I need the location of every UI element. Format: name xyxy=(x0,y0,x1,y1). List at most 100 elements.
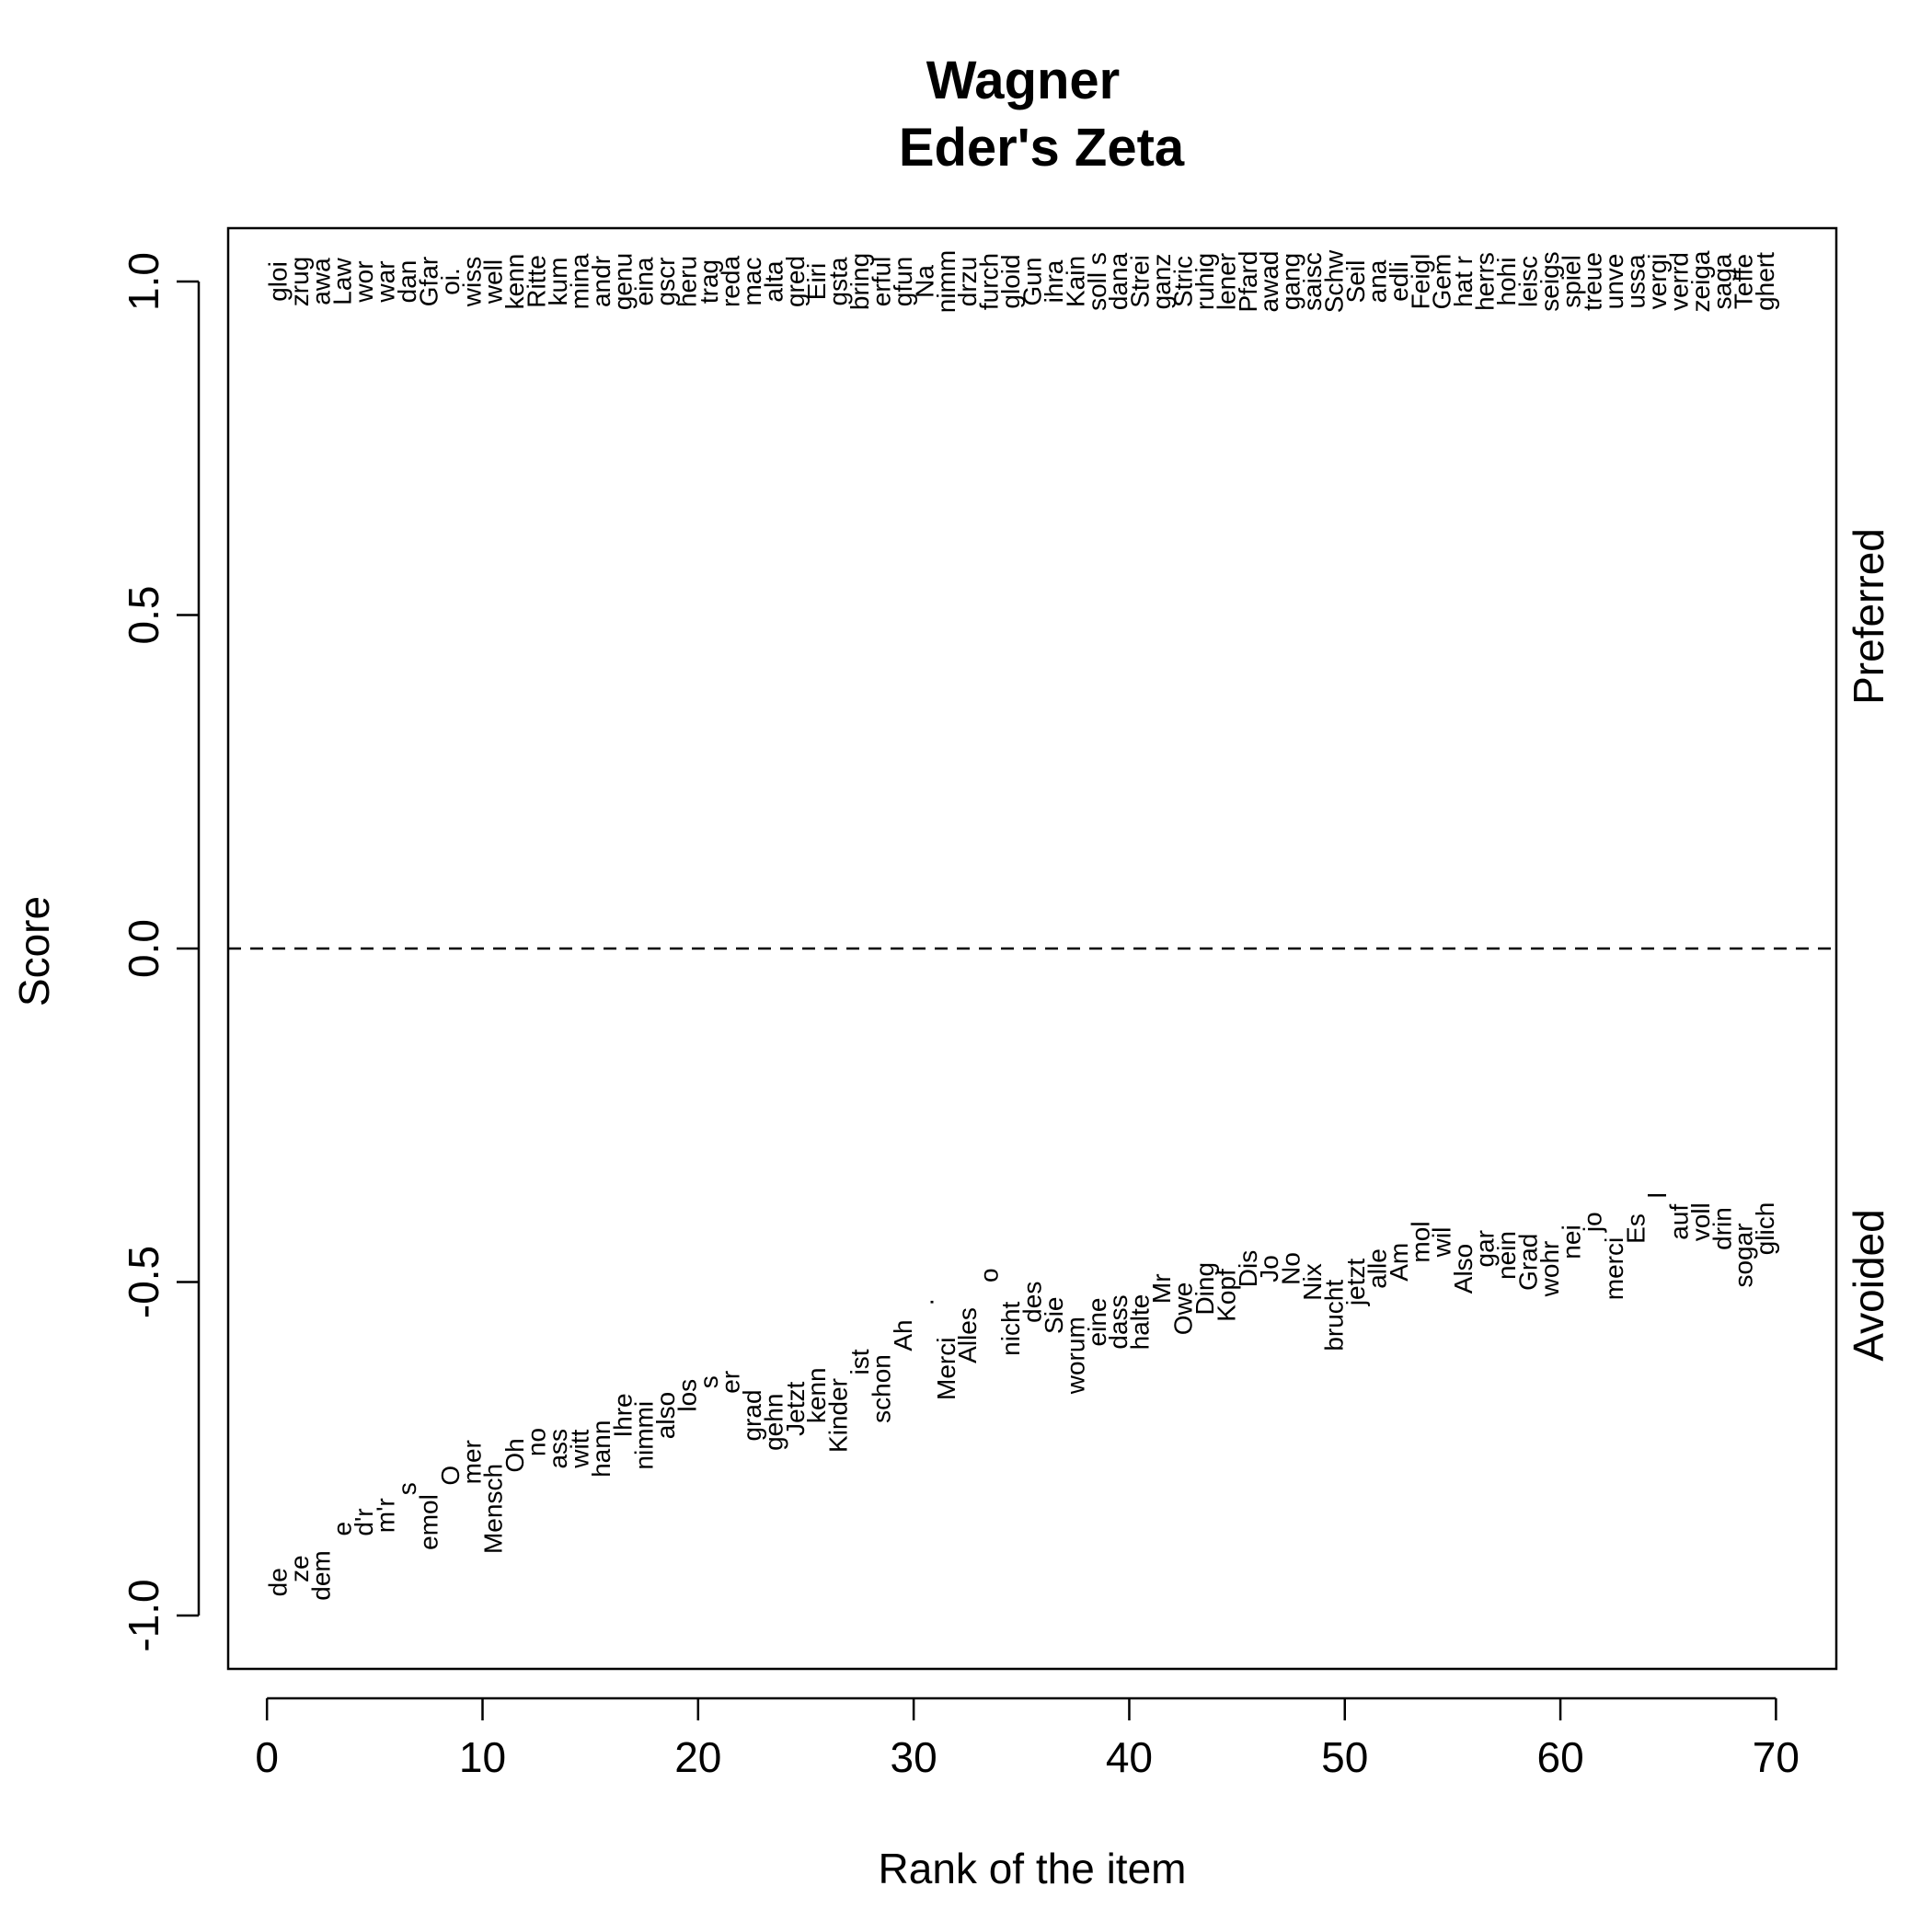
avoided-word: . xyxy=(910,1298,938,1305)
avoided-word: de xyxy=(263,1568,292,1596)
y-axis-label: Score xyxy=(10,896,58,1006)
avoided-word: s xyxy=(393,1482,421,1495)
avoided-word: Grad xyxy=(1513,1234,1542,1291)
preferred-word: ussa xyxy=(1622,254,1650,309)
preferred-word: verrd xyxy=(1664,252,1693,311)
preferred-word: genu xyxy=(608,253,637,310)
preferred-word: ihra xyxy=(1040,259,1068,303)
x-tick-label: 70 xyxy=(1753,1733,1800,1781)
preferred-words: gloizrugawaLawworwardanGfaroi.wisswellke… xyxy=(263,249,1779,313)
x-tick-label: 60 xyxy=(1536,1733,1583,1781)
avoided-word: dem xyxy=(306,1550,335,1600)
avoided-words: dezedemed'rm'rsemolOmerMenschOhnoasswitt… xyxy=(263,1192,1779,1601)
avoided-word: halte xyxy=(1126,1294,1155,1351)
avoided-word: gar xyxy=(1471,1230,1500,1267)
avoided-word: nicht xyxy=(996,1301,1025,1355)
preferred-word: eina xyxy=(630,257,659,305)
avoided-word: brucht xyxy=(1320,1280,1349,1351)
preferred-word: Schw xyxy=(1320,249,1349,313)
preferred-word: andr xyxy=(587,256,615,307)
x-axis-label: Rank of the item xyxy=(879,1845,1187,1892)
avoided-word: worum xyxy=(1061,1317,1089,1395)
preferred-word: gloi xyxy=(263,261,292,302)
preferred-word: gloid xyxy=(996,254,1025,308)
preferred-word: unve xyxy=(1600,254,1628,310)
preferred-word: drzu xyxy=(953,257,982,306)
preferred-word: edli xyxy=(1385,261,1413,302)
preferred-word: seigs xyxy=(1535,251,1564,311)
avoided-word: Kopf xyxy=(1212,1269,1240,1322)
avoided-word: ist xyxy=(845,1349,874,1374)
preferred-word: saisc xyxy=(1298,252,1327,311)
preferred-word: Gfar xyxy=(414,257,443,306)
preferred-word: erful xyxy=(867,257,895,306)
preferred-word: saga xyxy=(1708,253,1736,309)
avoided-word: Also xyxy=(1449,1244,1478,1294)
avoided-word: Dis xyxy=(1234,1250,1262,1287)
avoided-word: grad xyxy=(738,1389,766,1441)
avoided-word: schon xyxy=(867,1354,895,1423)
preferred-word: Law xyxy=(328,258,357,305)
y-tick-label: -0.5 xyxy=(120,1246,167,1318)
x-tick-label: 10 xyxy=(459,1733,506,1781)
preferred-word: Ritte xyxy=(523,255,551,308)
avoided-word: eine xyxy=(1083,1298,1111,1347)
preferred-word: trag xyxy=(695,259,723,304)
preferred-word: herrs xyxy=(1471,252,1500,311)
x-tick-label: 20 xyxy=(674,1733,721,1781)
x-tick-label: 30 xyxy=(891,1733,937,1781)
preferred-word: mac xyxy=(738,258,766,306)
preferred-word: Pfard xyxy=(1234,251,1262,313)
avoided-word: jetzt xyxy=(1341,1259,1370,1307)
avoided-word: no xyxy=(523,1428,551,1456)
preferred-word: soll s xyxy=(1083,252,1111,311)
preferred-word: furch xyxy=(975,253,1004,310)
avoided-word: merci xyxy=(1600,1237,1628,1300)
avoided-word: Jo xyxy=(1255,1255,1283,1282)
avoided-word: O xyxy=(436,1466,465,1486)
preferred-word: dan xyxy=(393,260,421,304)
avoided-word: d'r xyxy=(350,1508,378,1535)
avoided-word: Es xyxy=(1622,1213,1650,1244)
avoided-word: emol xyxy=(414,1494,443,1550)
avoided-word: mer xyxy=(457,1440,486,1484)
avoided-word: also xyxy=(651,1392,680,1439)
preferred-word: gscr xyxy=(651,258,680,306)
preferred-word: kenn xyxy=(500,254,529,310)
preferred-word: Stric xyxy=(1169,256,1198,307)
preferred-word: Kain xyxy=(1061,256,1089,307)
preferred-word: awad xyxy=(1255,251,1283,313)
avoided-word: des xyxy=(1018,1282,1047,1323)
preferred-word: war xyxy=(372,260,400,303)
avoided-word: nein xyxy=(1492,1231,1521,1280)
preferred-word: Gem xyxy=(1428,254,1456,310)
avoided-word: Sie xyxy=(1040,1297,1068,1334)
preferred-word: well xyxy=(479,259,508,305)
preferred-word: Strei xyxy=(1126,255,1155,308)
avoided-word: er xyxy=(716,1371,744,1394)
preferred-word: treue xyxy=(1579,252,1607,311)
avoided-word: voll xyxy=(1686,1202,1715,1241)
avoided-word: Nix xyxy=(1298,1263,1327,1300)
avoided-word: jo xyxy=(1579,1212,1607,1233)
y-tick-label: -1.0 xyxy=(120,1579,167,1651)
preferred-word: heru xyxy=(673,256,702,307)
y-tick-label: 0.0 xyxy=(120,919,167,978)
preferred-word: hohi xyxy=(1492,258,1521,306)
avoided-word: Ah xyxy=(889,1319,917,1351)
avoided-word: Mr xyxy=(1147,1273,1176,1304)
y-axis: -1.0 -0.5 0.0 0.5 1.0 xyxy=(120,252,201,1652)
preferred-word: zeiga xyxy=(1686,250,1715,312)
avoided-word: Ihre xyxy=(608,1393,637,1437)
preferred-word: leisc xyxy=(1513,256,1542,307)
x-tick-label: 0 xyxy=(255,1733,279,1781)
avoided-word: Alles xyxy=(953,1307,982,1363)
avoided-word: ze xyxy=(285,1555,314,1582)
avoided-word: ass xyxy=(544,1429,572,1469)
avoided-word: drin xyxy=(1708,1207,1736,1250)
preferred-word: ganz xyxy=(1147,254,1176,310)
preferred-word: ana xyxy=(1363,259,1391,303)
x-tick-label: 50 xyxy=(1321,1733,1368,1781)
avoided-word: l xyxy=(1643,1192,1672,1198)
